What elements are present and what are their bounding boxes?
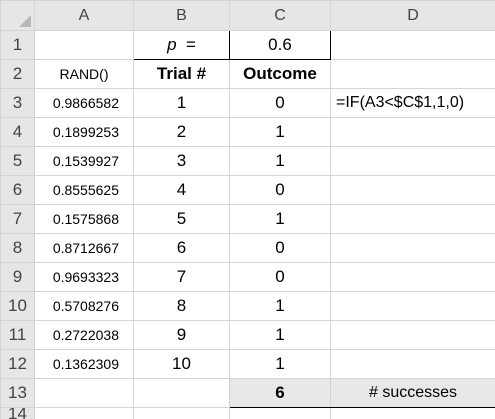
cell-a14[interactable] [35, 408, 134, 419]
cell-b13[interactable] [134, 379, 230, 408]
column-header-c[interactable]: C [230, 1, 331, 31]
cell-a13[interactable] [35, 379, 134, 408]
cell-a12[interactable]: 0.1362309 [35, 350, 134, 379]
column-header-a[interactable]: A [35, 1, 134, 31]
cell-b4[interactable]: 2 [134, 118, 230, 147]
cell-a9[interactable]: 0.9693323 [35, 263, 134, 292]
cell-c3[interactable]: 0 [230, 89, 331, 118]
cell-b6[interactable]: 4 [134, 176, 230, 205]
cell-d9[interactable] [331, 263, 495, 292]
row-header-9[interactable]: 9 [1, 263, 35, 292]
cell-b12[interactable]: 10 [134, 350, 230, 379]
cell-a5[interactable]: 0.1539927 [35, 147, 134, 176]
cell-a1[interactable] [35, 31, 134, 60]
select-all-triangle-icon [19, 15, 31, 27]
row-header-1[interactable]: 1 [1, 31, 35, 60]
cell-b8[interactable]: 6 [134, 234, 230, 263]
cell-a11[interactable]: 0.2722038 [35, 321, 134, 350]
row-header-12[interactable]: 12 [1, 350, 35, 379]
row-header-14[interactable]: 14 [1, 408, 35, 419]
cell-d13-successes-label[interactable]: # successes [331, 379, 495, 408]
cell-c9[interactable]: 0 [230, 263, 331, 292]
cell-a8[interactable]: 0.8712667 [35, 234, 134, 263]
cell-b11[interactable]: 9 [134, 321, 230, 350]
row-header-7[interactable]: 7 [1, 205, 35, 234]
cell-d4[interactable] [331, 118, 495, 147]
cell-b9[interactable]: 7 [134, 263, 230, 292]
cell-b2[interactable]: Trial # [134, 60, 230, 89]
cell-b10[interactable]: 8 [134, 292, 230, 321]
cell-a4[interactable]: 0.1899253 [35, 118, 134, 147]
cell-a3[interactable]: 0.9866582 [35, 89, 134, 118]
cell-c8[interactable]: 0 [230, 234, 331, 263]
row-header-6[interactable]: 6 [1, 176, 35, 205]
cell-c12[interactable]: 1 [230, 350, 331, 379]
cell-d1[interactable] [331, 31, 495, 60]
cell-a2[interactable]: RAND() [35, 60, 134, 89]
cell-b1[interactable]: p = [134, 31, 230, 60]
cell-c14[interactable] [230, 408, 331, 419]
cell-d5[interactable] [331, 147, 495, 176]
cell-d10[interactable] [331, 292, 495, 321]
cell-d3[interactable]: =IF(A3<$C$1,1,0) [331, 89, 495, 118]
cell-c10[interactable]: 1 [230, 292, 331, 321]
cell-c2[interactable]: Outcome [230, 60, 331, 89]
cell-c6[interactable]: 0 [230, 176, 331, 205]
cell-b14[interactable] [134, 408, 230, 419]
cell-c1[interactable]: 0.6 [230, 31, 331, 60]
row-header-10[interactable]: 10 [1, 292, 35, 321]
cell-d7[interactable] [331, 205, 495, 234]
row-header-4[interactable]: 4 [1, 118, 35, 147]
cell-c4[interactable]: 1 [230, 118, 331, 147]
column-header-b[interactable]: B [134, 1, 230, 31]
cell-d14[interactable] [331, 408, 495, 419]
row-header-13[interactable]: 13 [1, 379, 35, 408]
cell-c13-successes-total[interactable]: 6 [230, 379, 331, 408]
cell-c5[interactable]: 1 [230, 147, 331, 176]
p-label: p [167, 35, 176, 54]
row-header-3[interactable]: 3 [1, 89, 35, 118]
cell-c7[interactable]: 1 [230, 205, 331, 234]
row-header-8[interactable]: 8 [1, 234, 35, 263]
cell-d11[interactable] [331, 321, 495, 350]
row-header-11[interactable]: 11 [1, 321, 35, 350]
select-all-corner[interactable] [1, 1, 35, 31]
cell-b5[interactable]: 3 [134, 147, 230, 176]
cell-b3[interactable]: 1 [134, 89, 230, 118]
cell-a10[interactable]: 0.5708276 [35, 292, 134, 321]
cell-a6[interactable]: 0.8555625 [35, 176, 134, 205]
cell-a7[interactable]: 0.1575868 [35, 205, 134, 234]
cell-d2[interactable] [331, 60, 495, 89]
row-header-2[interactable]: 2 [1, 60, 35, 89]
cell-d12[interactable] [331, 350, 495, 379]
cell-d6[interactable] [331, 176, 495, 205]
cell-d8[interactable] [331, 234, 495, 263]
cell-b7[interactable]: 5 [134, 205, 230, 234]
row-header-5[interactable]: 5 [1, 147, 35, 176]
cell-c11[interactable]: 1 [230, 321, 331, 350]
p-equals: = [186, 35, 196, 54]
column-header-d[interactable]: D [331, 1, 495, 31]
